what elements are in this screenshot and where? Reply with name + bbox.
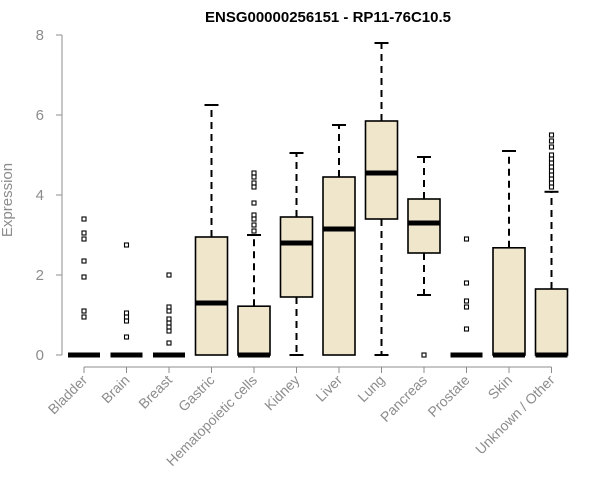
x-tick-label: Bladder bbox=[45, 372, 91, 418]
box-group bbox=[237, 170, 271, 358]
x-tick-label: Prostate bbox=[424, 372, 472, 420]
outlier-point bbox=[548, 144, 555, 150]
box-iqr bbox=[279, 216, 314, 298]
y-tick-label: 2 bbox=[36, 267, 44, 284]
outlier-point bbox=[548, 164, 555, 170]
outlier-point bbox=[463, 236, 470, 242]
box-group bbox=[194, 104, 229, 356]
outlier-point bbox=[548, 132, 555, 138]
outlier-point bbox=[251, 228, 257, 234]
outlier-point bbox=[123, 334, 130, 340]
outlier-point bbox=[463, 298, 470, 304]
x-tick-label: Brain bbox=[98, 372, 132, 406]
box-group bbox=[364, 42, 399, 356]
x-tick-label: Pancreas bbox=[377, 372, 430, 425]
box-group bbox=[153, 272, 185, 358]
outlier-point bbox=[548, 156, 555, 162]
outlier-point bbox=[166, 324, 172, 330]
x-tick-label: Skin bbox=[485, 372, 516, 403]
outlier-point bbox=[251, 216, 257, 222]
outlier-point bbox=[81, 258, 87, 264]
outlier-point bbox=[251, 212, 257, 218]
box-iqr bbox=[534, 288, 569, 356]
box-iqr bbox=[407, 198, 441, 254]
outlier-point bbox=[81, 216, 87, 222]
box-iqr bbox=[194, 236, 229, 356]
x-tick-label: Liver bbox=[312, 372, 345, 405]
outlier-point bbox=[123, 314, 130, 320]
outlier-point bbox=[251, 180, 257, 186]
box-group bbox=[322, 124, 356, 356]
y-axis: 0 2 4 6 8 bbox=[36, 27, 63, 364]
x-tick-label: Unknown / Other bbox=[472, 372, 558, 458]
box-group bbox=[279, 152, 314, 356]
outlier-point bbox=[123, 318, 130, 324]
y-tick-label: 4 bbox=[36, 187, 44, 204]
x-tick-label: Lung bbox=[354, 372, 387, 405]
outlier-point bbox=[251, 174, 257, 180]
outlier-point bbox=[548, 172, 555, 178]
outlier-point bbox=[166, 316, 172, 322]
outlier-point bbox=[463, 304, 470, 310]
y-tick-label: 6 bbox=[36, 107, 44, 124]
box-group bbox=[450, 236, 483, 358]
outlier-point bbox=[548, 138, 555, 144]
x-tick-label: Kidney bbox=[261, 372, 303, 414]
outlier-point bbox=[251, 170, 257, 176]
outlier-point bbox=[251, 222, 257, 228]
outlier-point bbox=[81, 308, 87, 314]
box-iqr bbox=[237, 305, 271, 356]
chart-title: ENSG00000256151 - RP11-76C10.5 bbox=[205, 9, 451, 26]
box-iqr bbox=[364, 120, 399, 220]
outlier-point bbox=[166, 320, 172, 326]
outlier-point bbox=[166, 340, 172, 346]
y-tick-label: 8 bbox=[36, 27, 44, 44]
outlier-point bbox=[548, 152, 555, 158]
box-group bbox=[110, 242, 143, 358]
outlier-point bbox=[251, 184, 257, 190]
outlier-point bbox=[251, 200, 257, 206]
outlier-point bbox=[463, 280, 470, 286]
outlier-point bbox=[123, 310, 130, 316]
outlier-point bbox=[81, 314, 87, 320]
outlier-point bbox=[548, 184, 555, 190]
outlier-point bbox=[81, 230, 87, 236]
box-group bbox=[68, 216, 100, 358]
outlier-point bbox=[421, 352, 427, 358]
box-iqr bbox=[322, 176, 356, 356]
x-tick-label: Breast bbox=[135, 372, 175, 412]
box-iqr bbox=[492, 247, 526, 356]
outlier-point bbox=[166, 272, 172, 278]
outlier-point bbox=[166, 308, 172, 314]
boxes-layer bbox=[68, 42, 569, 358]
outlier-point bbox=[548, 160, 555, 166]
outlier-point bbox=[166, 328, 172, 334]
y-tick-label: 0 bbox=[36, 347, 44, 364]
outlier-point bbox=[123, 242, 130, 248]
box-group bbox=[492, 150, 526, 358]
outlier-point bbox=[463, 326, 470, 332]
y-axis-label: Expression bbox=[0, 163, 16, 237]
box-group bbox=[407, 156, 441, 358]
outlier-point bbox=[166, 304, 172, 310]
outlier-point bbox=[548, 176, 555, 182]
outlier-point bbox=[81, 236, 87, 242]
outlier-point bbox=[548, 180, 555, 186]
outlier-point bbox=[81, 274, 87, 280]
outlier-point bbox=[548, 168, 555, 174]
box-group bbox=[534, 132, 569, 358]
